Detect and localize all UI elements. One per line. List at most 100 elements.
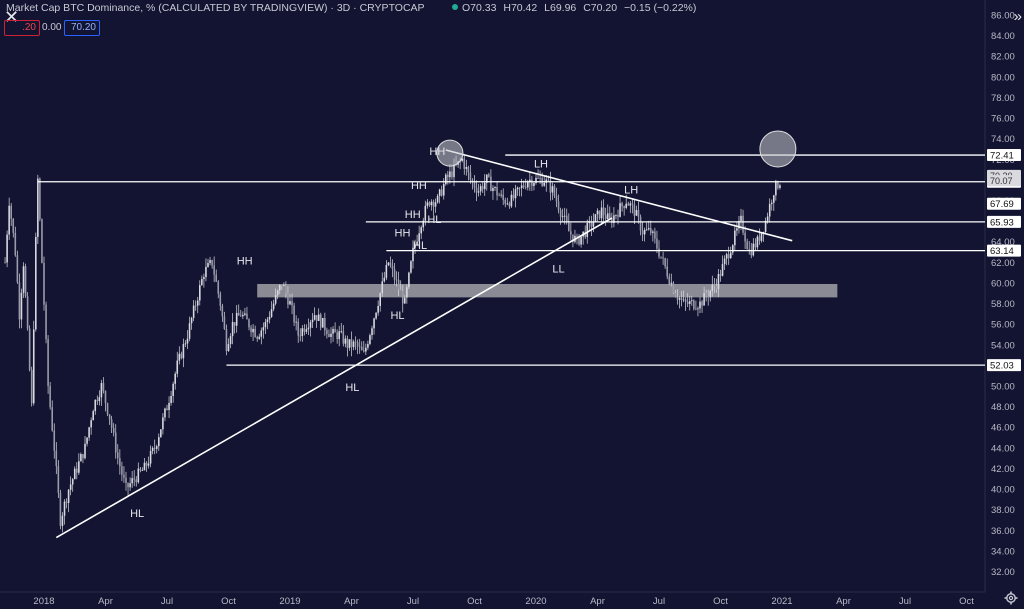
symbol-title[interactable]: Market Cap BTC Dominance, % (CALCULATED …	[6, 2, 425, 14]
candle-body	[110, 419, 113, 428]
y-tick-label: 44.00	[991, 443, 1015, 454]
candle-body	[440, 189, 443, 196]
candle-body	[719, 274, 722, 276]
candle-body	[555, 195, 558, 202]
candle-body	[594, 214, 597, 223]
candle-body	[369, 335, 371, 344]
candle-body	[379, 293, 381, 307]
candle-body	[114, 432, 117, 453]
candle-body	[408, 272, 410, 288]
x-tick-label: Apr	[590, 596, 605, 607]
candle-body	[578, 236, 580, 245]
candle-body	[59, 492, 62, 526]
candle-body	[424, 205, 427, 221]
candle-body	[680, 298, 683, 300]
candle-body	[90, 420, 92, 428]
candles	[4, 155, 781, 533]
candle-body	[428, 202, 431, 206]
candle-body	[385, 265, 388, 278]
x-tick-label: 2018	[33, 596, 54, 607]
close-icon[interactable]: ✕	[4, 7, 20, 27]
candle-body	[315, 315, 318, 321]
candle-body	[397, 279, 400, 290]
candle-body	[350, 339, 353, 348]
candle-body	[598, 210, 601, 219]
candle-body	[266, 319, 269, 323]
candle-body	[190, 317, 193, 324]
candle-body	[404, 297, 406, 304]
candle-body	[248, 319, 250, 328]
pattern-annotation: HH	[395, 228, 411, 240]
candle-body	[164, 408, 166, 418]
candle-body	[307, 327, 310, 330]
buy-button[interactable]: 70.20	[64, 20, 100, 36]
candle-body	[82, 454, 84, 459]
candle-body	[73, 468, 76, 480]
candle-body	[184, 343, 187, 345]
candle-body	[387, 262, 390, 266]
candle-body	[682, 299, 685, 301]
candle-body	[768, 203, 771, 217]
candle-body	[481, 186, 484, 190]
expand-panel-icon[interactable]: »	[1013, 8, 1023, 25]
candle-body	[570, 231, 572, 235]
candle-body	[12, 218, 15, 233]
y-tick-label: 58.00	[991, 299, 1015, 310]
candle-body	[348, 339, 351, 348]
candle-body	[732, 245, 734, 253]
candle-body	[734, 230, 736, 246]
candle-body	[139, 468, 142, 471]
candle-body	[153, 447, 156, 449]
candle-body	[549, 180, 552, 193]
pattern-annotation: HL	[427, 214, 441, 226]
y-tick-label: 50.00	[991, 382, 1015, 393]
candle-body	[447, 174, 449, 178]
candle-body	[590, 221, 593, 227]
candle-body	[20, 292, 23, 320]
candle-body	[119, 458, 121, 467]
candle-body	[705, 293, 707, 297]
candle-body	[537, 177, 539, 179]
pattern-annotation: HL	[345, 382, 359, 394]
candle-body	[506, 203, 509, 205]
candle-body	[276, 290, 279, 295]
candle-body	[137, 468, 140, 483]
candle-body	[367, 343, 369, 348]
candle-body	[729, 252, 732, 259]
candle-body	[207, 262, 209, 267]
candle-body	[561, 216, 564, 218]
candle-body	[39, 178, 41, 220]
candle-body	[365, 347, 367, 352]
candle-body	[770, 202, 773, 204]
pattern-annotation: HH	[405, 209, 421, 221]
candle-body	[492, 187, 494, 192]
candle-body	[63, 501, 66, 516]
candle-body	[172, 383, 174, 396]
candle-body	[194, 305, 197, 307]
candle-body	[162, 417, 164, 430]
candle-body	[752, 243, 755, 256]
candle-body	[215, 274, 217, 282]
x-tick-label: Apr	[344, 596, 359, 607]
candle-body	[488, 174, 490, 177]
candle-body	[358, 346, 361, 348]
candle-body	[643, 229, 646, 235]
candle-body	[715, 285, 718, 289]
candle-body	[641, 230, 644, 235]
candle-body	[160, 429, 162, 438]
sell-button[interactable]: .20	[4, 20, 40, 36]
candle-body	[209, 260, 211, 263]
candle-body	[381, 281, 384, 294]
candle-body	[342, 331, 345, 344]
candle-body	[53, 430, 56, 451]
x-tick-label: Jul	[653, 596, 665, 607]
candle-body	[186, 338, 189, 344]
trendline	[55, 217, 613, 539]
candle-body	[141, 470, 144, 471]
candle-body	[754, 243, 757, 248]
y-tick-label: 36.00	[991, 526, 1015, 537]
candle-body	[678, 298, 681, 300]
candle-body	[30, 369, 33, 404]
settings-gear-icon[interactable]	[1004, 591, 1018, 605]
